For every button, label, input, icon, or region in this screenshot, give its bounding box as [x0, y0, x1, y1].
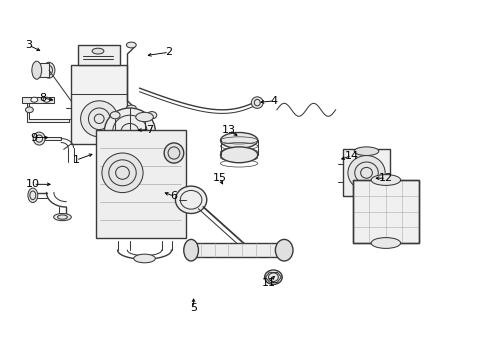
Polygon shape: [353, 180, 419, 243]
Ellipse shape: [371, 238, 401, 248]
Text: 15: 15: [213, 173, 226, 183]
Text: 1: 1: [73, 155, 79, 165]
Ellipse shape: [25, 107, 33, 113]
Text: 9: 9: [30, 132, 37, 143]
Ellipse shape: [348, 156, 385, 190]
Ellipse shape: [354, 147, 379, 156]
Ellipse shape: [33, 132, 45, 145]
Ellipse shape: [147, 112, 157, 119]
Text: 5: 5: [190, 303, 197, 313]
Polygon shape: [96, 130, 186, 238]
Ellipse shape: [354, 194, 379, 202]
Ellipse shape: [80, 101, 118, 137]
Polygon shape: [39, 137, 61, 140]
Text: 8: 8: [40, 93, 47, 103]
Ellipse shape: [43, 62, 55, 78]
Text: 6: 6: [171, 191, 177, 201]
Polygon shape: [191, 243, 284, 257]
Ellipse shape: [164, 143, 184, 163]
Ellipse shape: [184, 239, 198, 261]
Text: 11: 11: [262, 278, 275, 288]
Text: 13: 13: [222, 125, 236, 135]
Text: 3: 3: [25, 40, 32, 50]
Text: 4: 4: [271, 96, 278, 106]
Text: 10: 10: [26, 179, 40, 189]
Ellipse shape: [31, 97, 38, 102]
Ellipse shape: [28, 188, 38, 202]
Ellipse shape: [110, 112, 120, 119]
Bar: [78, 45, 120, 65]
Ellipse shape: [265, 270, 282, 284]
Text: 7: 7: [146, 125, 153, 135]
Ellipse shape: [371, 175, 401, 185]
Ellipse shape: [110, 141, 120, 149]
Ellipse shape: [136, 112, 153, 122]
Polygon shape: [22, 97, 54, 103]
Text: 14: 14: [345, 150, 359, 161]
Ellipse shape: [104, 108, 155, 155]
Ellipse shape: [43, 97, 50, 102]
Ellipse shape: [126, 105, 136, 111]
Ellipse shape: [134, 254, 155, 263]
Ellipse shape: [102, 153, 143, 193]
Ellipse shape: [175, 186, 207, 213]
Text: 2: 2: [166, 47, 172, 57]
Ellipse shape: [92, 48, 104, 54]
Ellipse shape: [220, 147, 258, 163]
Ellipse shape: [275, 239, 293, 261]
Ellipse shape: [32, 61, 42, 79]
Ellipse shape: [251, 97, 263, 108]
Ellipse shape: [54, 213, 72, 221]
Polygon shape: [27, 101, 69, 122]
Polygon shape: [343, 149, 390, 196]
Ellipse shape: [126, 42, 136, 48]
Polygon shape: [71, 65, 127, 144]
Polygon shape: [37, 63, 49, 77]
Text: 12: 12: [379, 173, 393, 183]
Ellipse shape: [220, 132, 258, 148]
